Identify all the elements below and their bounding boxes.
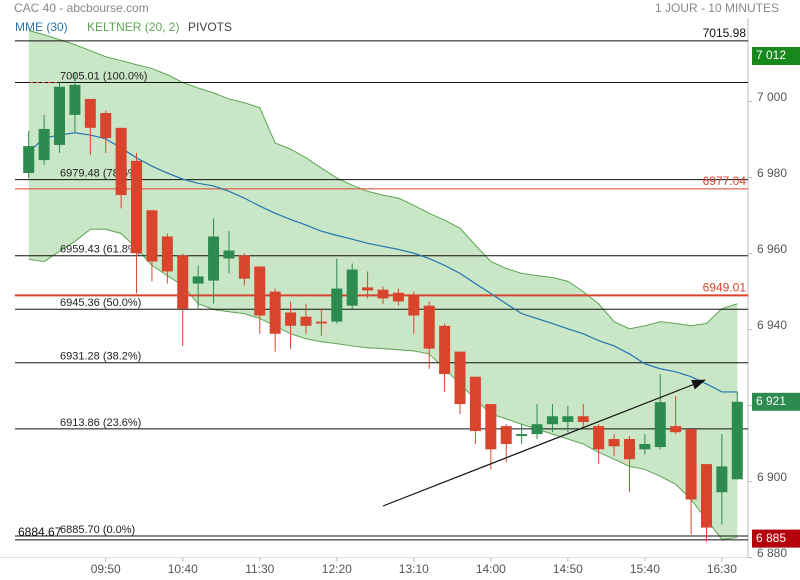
candle-body [69,84,81,115]
pivot-label: 6913.86 (23.6%) [60,417,141,429]
candle-body [531,424,543,435]
candle-body [100,113,112,139]
candle-body [346,269,358,306]
candle-body [254,266,266,316]
price-tag [752,392,800,411]
candle-body [377,289,389,299]
pivot-label: 6945.36 (50.0%) [60,297,141,309]
pivot-label: 7005.01 (100.0%) [60,70,147,82]
candle-body [146,210,158,262]
x-tick-label: 10:40 [168,562,198,576]
candle-body [54,86,66,145]
candle-body [485,404,497,450]
candle-body [331,288,343,322]
candle-body [23,146,35,174]
price-tag [752,529,800,548]
candle-body [408,295,420,316]
y-tick-label: 6 880 [757,546,787,560]
candle-body [654,402,666,448]
candle-body [362,287,374,291]
ema-line [28,132,738,393]
candle-body [716,466,728,493]
chart-title: CAC 40 - abcbourse.com [14,1,149,15]
legend-entry: KELTNER (20, 2) [87,20,179,34]
candle-body [639,443,651,450]
candle-body [269,291,281,334]
keltner-upper [28,30,738,330]
x-tick-label: 14:50 [553,562,583,576]
candle-body [731,401,743,480]
candle-body [177,255,189,309]
candle-body [300,316,312,326]
candle-body [84,98,96,128]
candle-body [392,292,404,302]
candle-body [469,376,481,432]
legend-entry: MME (30) [15,20,68,34]
candle-body [516,434,528,436]
candle-body [562,416,574,422]
candle-body [192,276,204,284]
price-tag-label: 7 012 [756,48,786,62]
pivot-label: 6885.70 (0.0%) [60,524,135,536]
candle-body [608,439,620,447]
candle-body [546,416,558,425]
candle-body [623,439,635,460]
arrow-head [691,379,706,390]
legend-entry: PIVOTS [188,20,232,34]
pivot-label: 6979.48 (78.6%) [60,167,141,179]
candle-body [577,416,589,422]
candle-body [423,305,435,349]
y-tick-label: 6 940 [757,318,787,332]
candle-body [500,426,512,444]
x-tick-label: 12:20 [322,562,352,576]
x-tick-label: 14:00 [476,562,506,576]
candle-body [593,426,605,450]
keltner-fill [28,30,738,540]
level-label: 6884.67 [18,525,62,539]
level-label: 6949.01 [703,281,747,295]
candle-body [161,236,173,272]
candle-body [223,250,235,259]
candle-body [439,325,451,375]
candle-body [685,429,697,500]
y-tick-label: 6 960 [757,242,787,256]
candle-body [208,236,220,281]
level-label: 6977.04 [703,174,747,188]
trend-arrow [382,382,697,507]
x-tick-label: 09:50 [91,562,121,576]
y-tick-label: 6 980 [757,166,787,180]
y-tick-label: 7 000 [757,90,787,104]
price-tag-label: 6 921 [756,394,786,408]
candle-body [238,255,250,279]
candle-body [670,426,682,433]
candle-body [115,127,127,196]
candle-body [38,128,50,161]
y-tick-label: 6 900 [757,470,787,484]
candle-body [285,312,297,326]
x-tick-label: 16:30 [707,562,737,576]
level-label: 7015.98 [703,26,747,40]
candle-body [700,464,712,528]
x-tick-label: 13:10 [399,562,429,576]
pivot-label: 6959.43 (61.8%) [60,244,141,256]
candle-body [131,160,143,254]
pivot-label: 6931.28 (38.2%) [60,351,141,363]
candle-body [454,351,466,405]
x-tick-label: 11:30 [245,562,274,576]
price-tag [752,47,800,65]
candle-body [315,321,327,324]
timeframe: 1 JOUR - 10 MINUTES [655,1,779,15]
price-tag-label: 6 885 [756,531,786,545]
x-tick-label: 15:40 [630,562,660,576]
